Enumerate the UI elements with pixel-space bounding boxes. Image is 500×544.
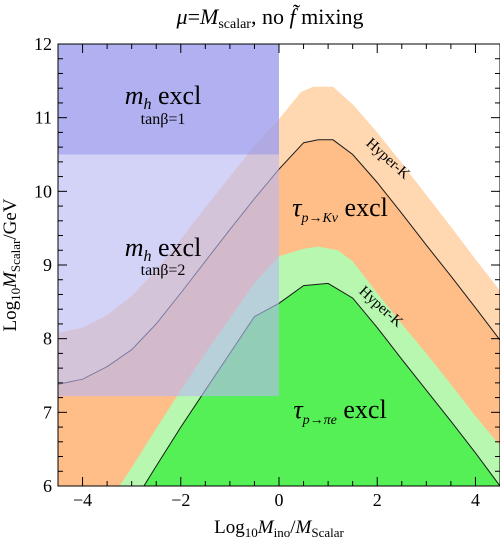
pie-label: τp→πe excl: [293, 395, 386, 428]
x-tick-label: −4: [73, 490, 92, 510]
xlabel-ten: 10: [245, 525, 258, 540]
title-mixing: mixing: [296, 4, 364, 29]
chart-title: μ=Mscalar, no f̃ mixing: [176, 4, 364, 32]
title-m: M: [199, 4, 220, 29]
kv-sub: p→Kν: [300, 211, 338, 226]
title-f: f̃: [289, 4, 300, 29]
ylabel-log: Log: [0, 300, 21, 331]
y-tick-label: 9: [43, 255, 52, 275]
mh1-h: h: [143, 96, 151, 113]
mh2-excl: excl: [151, 233, 201, 262]
mh1-m: m: [125, 81, 144, 110]
mh2-tanb: tanβ=2: [141, 262, 186, 279]
mh1-excl: excl: [151, 81, 201, 110]
xlabel-m2: M: [295, 517, 313, 538]
svg-text:τp→Kν excl: τp→Kν excl: [292, 193, 388, 226]
pie-excl-region: [143, 283, 500, 486]
x-tick-label: 2: [373, 490, 382, 510]
mh2-label: mh excl tanβ=2: [125, 233, 202, 279]
pie-excl: excl: [337, 395, 387, 424]
xlabel-ino: ino: [274, 525, 291, 540]
svg-text:mh excl: mh excl: [125, 81, 202, 113]
mh1-tanb: tanβ=1: [141, 111, 186, 128]
x-tick-label: 4: [471, 490, 480, 510]
ylabel-ten: 10: [8, 288, 23, 301]
kv-tau: τ: [292, 193, 303, 222]
y-tick-label: 10: [34, 181, 52, 201]
svg-text:mh excl: mh excl: [125, 233, 202, 265]
pie-excl-boundary: [143, 282, 500, 486]
axis-ticks: −4 −2 0 2 4 6 7 8 9 10 11 12: [34, 34, 500, 510]
title-scalar: scalar: [218, 17, 251, 32]
title-rest: , no: [251, 4, 290, 29]
ylabel-m: M: [0, 271, 21, 289]
kv-label: τp→Kν excl: [292, 193, 388, 226]
mh2-h: h: [143, 248, 151, 265]
xlabel-log: Log: [214, 517, 245, 538]
mh1-label: mh excl tanβ=1: [125, 81, 202, 128]
svg-text:τp→πe excl: τp→πe excl: [293, 395, 386, 428]
pie-sub: p→πe: [302, 413, 337, 428]
xlabel-slash: /: [290, 517, 296, 538]
y-tick-label: 11: [35, 108, 52, 128]
xlabel-m1: M: [257, 517, 275, 538]
pie-tau: τ: [293, 395, 304, 424]
title-eq: =: [188, 4, 200, 29]
ylabel-scalar: Scalar: [8, 239, 23, 272]
y-tick-label: 6: [43, 476, 52, 496]
y-tick-label: 7: [43, 402, 52, 422]
xlabel-scalar: Scalar: [311, 525, 344, 540]
y-axis-title: Log10MScalar/GeV: [0, 198, 23, 331]
mh2-m: m: [125, 233, 144, 262]
y-tick-label: 12: [34, 34, 52, 54]
y-tick-label: 8: [43, 329, 52, 349]
mh-tanb1-region: [58, 44, 279, 155]
plot-area: [58, 44, 500, 486]
x-tick-label: −2: [171, 490, 190, 510]
x-axis-title: Log10Mino/MScalar: [214, 517, 344, 540]
ylabel-gev: /GeV: [0, 198, 21, 239]
title-mu: μ: [176, 4, 188, 29]
kv-excl: excl: [338, 193, 388, 222]
x-tick-label: 0: [275, 490, 284, 510]
